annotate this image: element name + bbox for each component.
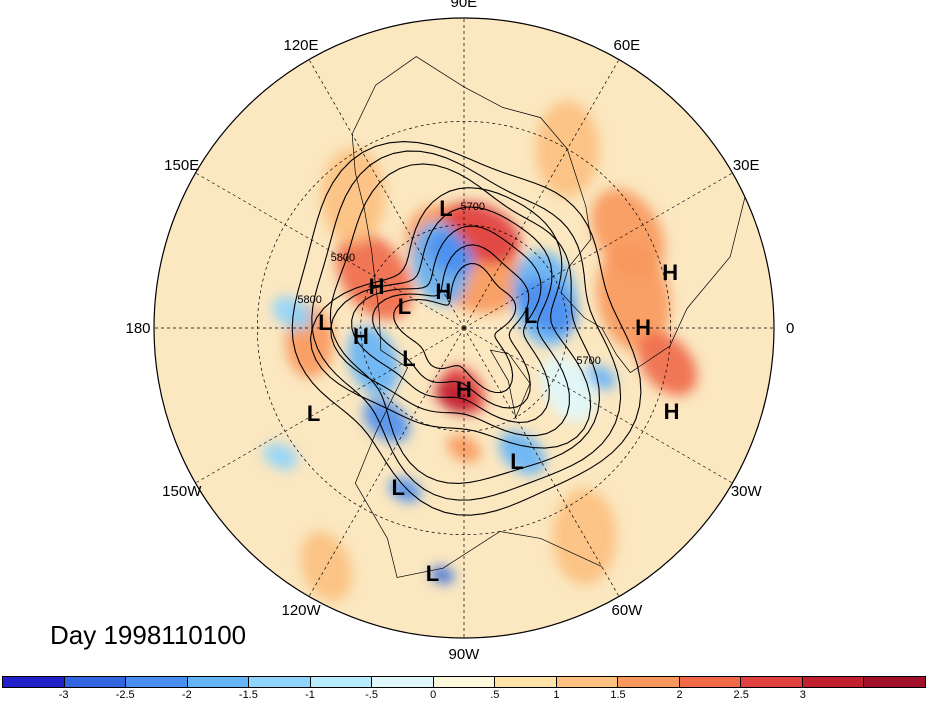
colorbar xyxy=(2,676,926,688)
colorbar-cell xyxy=(556,677,619,687)
high-pressure-center: H xyxy=(435,279,452,305)
longitude-label: 60E xyxy=(613,37,641,55)
meridian-line xyxy=(195,327,465,484)
colorbar-cell xyxy=(679,677,742,687)
colorbar-cell xyxy=(495,677,557,687)
colorbar-cell xyxy=(618,677,680,687)
colorbar-label: .5 xyxy=(490,689,500,701)
meridian-line xyxy=(195,172,465,329)
colorbar-cell xyxy=(864,677,925,687)
colorbar-label: -1.5 xyxy=(238,689,258,701)
low-pressure-center: L xyxy=(306,401,321,427)
colorbar-labels: -3 -2.5 -2 -1.5 -1 -.5 0 .5 1 1.5 2 2.5 3 xyxy=(2,689,926,702)
meridian-line xyxy=(463,59,620,329)
low-pressure-center: L xyxy=(318,310,332,336)
low-pressure-center: L xyxy=(425,561,440,587)
longitude-label: 30W xyxy=(730,482,762,500)
colorbar-label: 0 xyxy=(430,689,437,701)
contour-label: 5700 xyxy=(460,200,485,213)
colorbar-cell xyxy=(249,677,311,687)
colorbar-label: -2 xyxy=(181,689,192,701)
longitude-label: 120E xyxy=(283,37,319,55)
low-pressure-center: L xyxy=(523,303,538,329)
contour-label: 5800 xyxy=(330,252,356,265)
colorbar-cell xyxy=(433,677,496,687)
colorbar-label: 2.5 xyxy=(733,689,749,701)
colorbar-cell xyxy=(3,677,65,687)
low-pressure-center: L xyxy=(402,346,416,371)
colorbar-label: 1 xyxy=(553,689,560,701)
low-pressure-center: L xyxy=(391,474,405,500)
meridian-line xyxy=(463,172,733,329)
map-boundary xyxy=(153,17,775,639)
high-pressure-center: H xyxy=(368,274,385,300)
colorbar-label: -2.5 xyxy=(115,689,135,701)
colorbar-cell xyxy=(741,677,803,687)
colorbar-cell xyxy=(64,677,127,687)
longitude-label: 180 xyxy=(125,319,151,337)
longitude-label: 150W xyxy=(162,482,202,500)
colorbar-cell xyxy=(372,677,434,687)
longitude-label: 0 xyxy=(786,319,795,337)
high-pressure-center: H xyxy=(663,398,680,424)
colorbar-cell xyxy=(187,677,250,687)
high-pressure-center: H xyxy=(353,324,369,349)
longitude-label: 60W xyxy=(611,601,643,619)
contour-label: 5800 xyxy=(297,294,322,307)
colorbar-label: 1.5 xyxy=(610,689,626,701)
contour-label: 5700 xyxy=(576,354,601,367)
high-pressure-center: H xyxy=(456,377,472,402)
colorbar-label: 3 xyxy=(799,689,806,701)
coastline xyxy=(351,134,602,578)
low-pressure-center: L xyxy=(397,293,412,319)
low-pressure-center: L xyxy=(510,449,524,475)
colorbar-label: -1 xyxy=(305,689,315,701)
meridian-line xyxy=(463,327,620,597)
meridian-line xyxy=(463,327,733,484)
coastline xyxy=(630,196,746,373)
longitude-label: 150E xyxy=(164,156,200,174)
high-pressure-center: H xyxy=(635,315,651,340)
colorbar-label: -3 xyxy=(58,689,69,701)
longitude-label: 90E xyxy=(450,0,478,11)
meridian-line xyxy=(308,59,465,329)
day-title: Day 1998110100 xyxy=(50,620,247,650)
colorbar-cell xyxy=(310,677,373,687)
longitude-label: 120W xyxy=(281,601,321,619)
polar-map xyxy=(153,17,775,639)
colorbar-label: 2 xyxy=(676,689,683,701)
longitude-label: 30E xyxy=(732,156,760,174)
colorbar-label: -.5 xyxy=(365,689,379,701)
meridian-line xyxy=(308,327,465,597)
colorbar-cell xyxy=(802,677,865,687)
colorbar-cell xyxy=(126,677,188,687)
anomaly-field xyxy=(154,18,774,638)
low-pressure-center: L xyxy=(439,195,453,221)
high-pressure-center: H xyxy=(662,259,679,285)
longitude-label: 90W xyxy=(448,645,480,663)
